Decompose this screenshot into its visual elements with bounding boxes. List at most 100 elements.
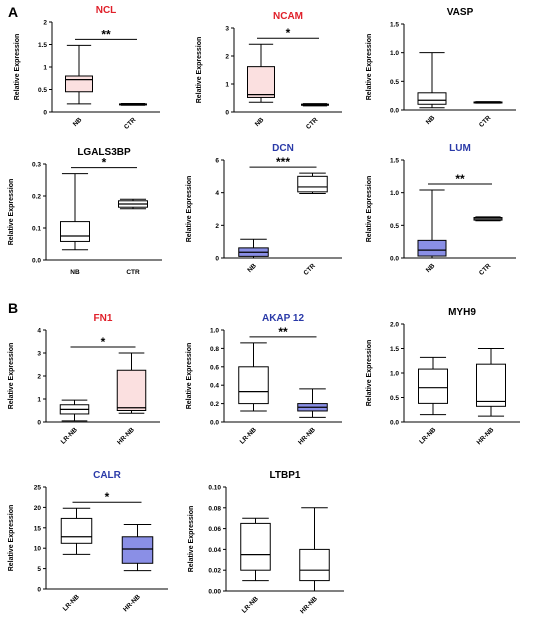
box-nb [60, 221, 90, 242]
y-axis-label: Relative Expression [8, 179, 15, 246]
significance-stars: ** [455, 172, 465, 186]
x-tick-label: NB [246, 262, 258, 274]
x-tick-label: HR-NB [299, 595, 319, 615]
panel-letter-b: B [8, 300, 19, 316]
x-tick-label: CTR [123, 116, 138, 131]
panel-letter-a: A [8, 4, 19, 20]
chart-vasp: VASP 0.0 0.5 1.0 1.5 Relative Expression NB CTR [366, 7, 516, 129]
box-nb [417, 92, 447, 105]
y-tick-label: 2 [43, 20, 47, 27]
y-tick-label: 6 [215, 158, 219, 165]
chart-title: LGALS3BP [77, 147, 131, 158]
y-tick-label: 1.0 [390, 190, 399, 197]
y-tick-label: 0.02 [208, 568, 221, 575]
chart-title: LTBP1 [270, 470, 301, 481]
y-tick-label: 0 [225, 110, 229, 117]
box-nb [65, 75, 93, 93]
y-tick-label: 1 [225, 82, 229, 89]
chart-akap-12: AKAP 12 0.0 0.2 0.4 0.6 0.8 1.0 Relative Expres… [186, 313, 342, 446]
y-axis-label: Relative Expression [14, 34, 21, 101]
chart-title: LUM [449, 143, 471, 154]
x-tick-label: HR-NB [122, 593, 142, 613]
chart-title: MYH9 [448, 307, 476, 318]
y-tick-label: 0 [37, 587, 41, 594]
x-tick-label: CTR [126, 269, 140, 276]
x-tick-label: NB [254, 116, 266, 128]
x-tick-label: HR-NB [297, 426, 317, 446]
y-tick-label: 0.8 [210, 346, 219, 353]
x-tick-label: CTR [478, 262, 493, 277]
box-nb [417, 239, 447, 257]
y-tick-label: 1.5 [390, 22, 399, 29]
y-tick-label: 2 [215, 223, 219, 230]
y-tick-label: 1.5 [390, 158, 399, 165]
y-axis-label: Relative Expression [196, 37, 203, 104]
box-ctr [297, 175, 328, 193]
y-tick-label: 0.5 [390, 223, 399, 230]
y-tick-label: 0.6 [210, 364, 219, 371]
y-tick-label: 4 [215, 190, 219, 197]
chart-lum: LUM 0.0 0.5 1.0 1.5 Relative Expression NB CTR *… [366, 143, 516, 277]
y-tick-label: 0.2 [32, 194, 41, 201]
chart-title: NCL [96, 5, 117, 16]
y-tick-label: 0.06 [208, 526, 221, 533]
box-nb [247, 66, 275, 98]
y-tick-label: 0.0 [390, 108, 399, 115]
x-tick-label: CTR [478, 114, 493, 129]
y-tick-label: 0.5 [390, 395, 399, 402]
y-tick-label: 0.0 [32, 258, 41, 265]
y-tick-label: 0.04 [208, 547, 221, 554]
y-tick-label: 4 [37, 328, 41, 335]
box-lr-nb [238, 366, 269, 405]
y-tick-label: 1 [37, 397, 41, 404]
significance-stars: * [105, 490, 110, 504]
chart-fn1: FN1 0 1 2 3 4 Relative Expression LR-NB HR-NB * [8, 313, 160, 446]
chart-title: VASP [447, 7, 474, 18]
box-hr-nb [116, 369, 147, 411]
significance-stars: ** [101, 27, 111, 41]
x-tick-label: LR-NB [239, 426, 258, 445]
y-tick-label: 0.1 [32, 226, 41, 233]
y-tick-label: 0 [43, 110, 47, 117]
y-tick-label: 0.08 [208, 505, 221, 512]
chart-title: AKAP 12 [262, 313, 304, 324]
y-tick-label: 2 [37, 374, 41, 381]
y-tick-label: 10 [34, 546, 42, 553]
chart-myh9: MYH9 0.0 0.5 1.0 1.5 2.0 Relative Expression LR… [366, 307, 520, 446]
significance-stars: * [286, 26, 291, 40]
y-tick-label: 5 [37, 566, 41, 573]
x-tick-label: NB [70, 269, 80, 276]
x-tick-label: CTR [305, 116, 320, 131]
significance-stars: *** [276, 155, 290, 169]
chart-title: CALR [93, 470, 122, 481]
x-tick-label: HR-NB [116, 426, 136, 446]
y-tick-label: 1.5 [38, 42, 47, 49]
box-hr-nb [476, 363, 506, 407]
x-tick-label: LR-NB [62, 593, 81, 612]
y-axis-label: Relative Expression [366, 34, 373, 101]
y-tick-label: 0.5 [38, 87, 47, 94]
y-tick-label: 0.5 [390, 79, 399, 86]
y-tick-label: 20 [34, 505, 42, 512]
y-tick-label: 0.4 [210, 383, 219, 390]
significance-stars: * [101, 335, 106, 349]
y-tick-label: 15 [34, 525, 42, 532]
chart-title: DCN [272, 143, 294, 154]
y-axis-label: Relative Expression [366, 176, 373, 243]
y-tick-label: 3 [225, 26, 229, 33]
box-hr-nb [121, 536, 154, 564]
x-tick-label: NB [72, 116, 84, 128]
y-tick-label: 0 [215, 256, 219, 263]
chart-title: NCAM [273, 11, 303, 22]
significance-stars: ** [278, 325, 288, 339]
y-axis-label: Relative Expression [186, 176, 193, 243]
y-tick-label: 0 [37, 420, 41, 427]
box-lr-nb [60, 517, 93, 544]
y-axis-label: Relative Expression [188, 506, 195, 573]
y-tick-label: 0.00 [208, 589, 221, 596]
box-lr-nb [418, 368, 448, 404]
chart-ncl: NCL 0 0.5 1 1.5 2 Relative Expression NB CTR ** [14, 5, 160, 131]
chart-lgals3bp: LGALS3BP 0.0 0.1 0.2 0.3 Relative Expression N… [8, 147, 162, 276]
x-tick-label: CTR [303, 262, 318, 277]
